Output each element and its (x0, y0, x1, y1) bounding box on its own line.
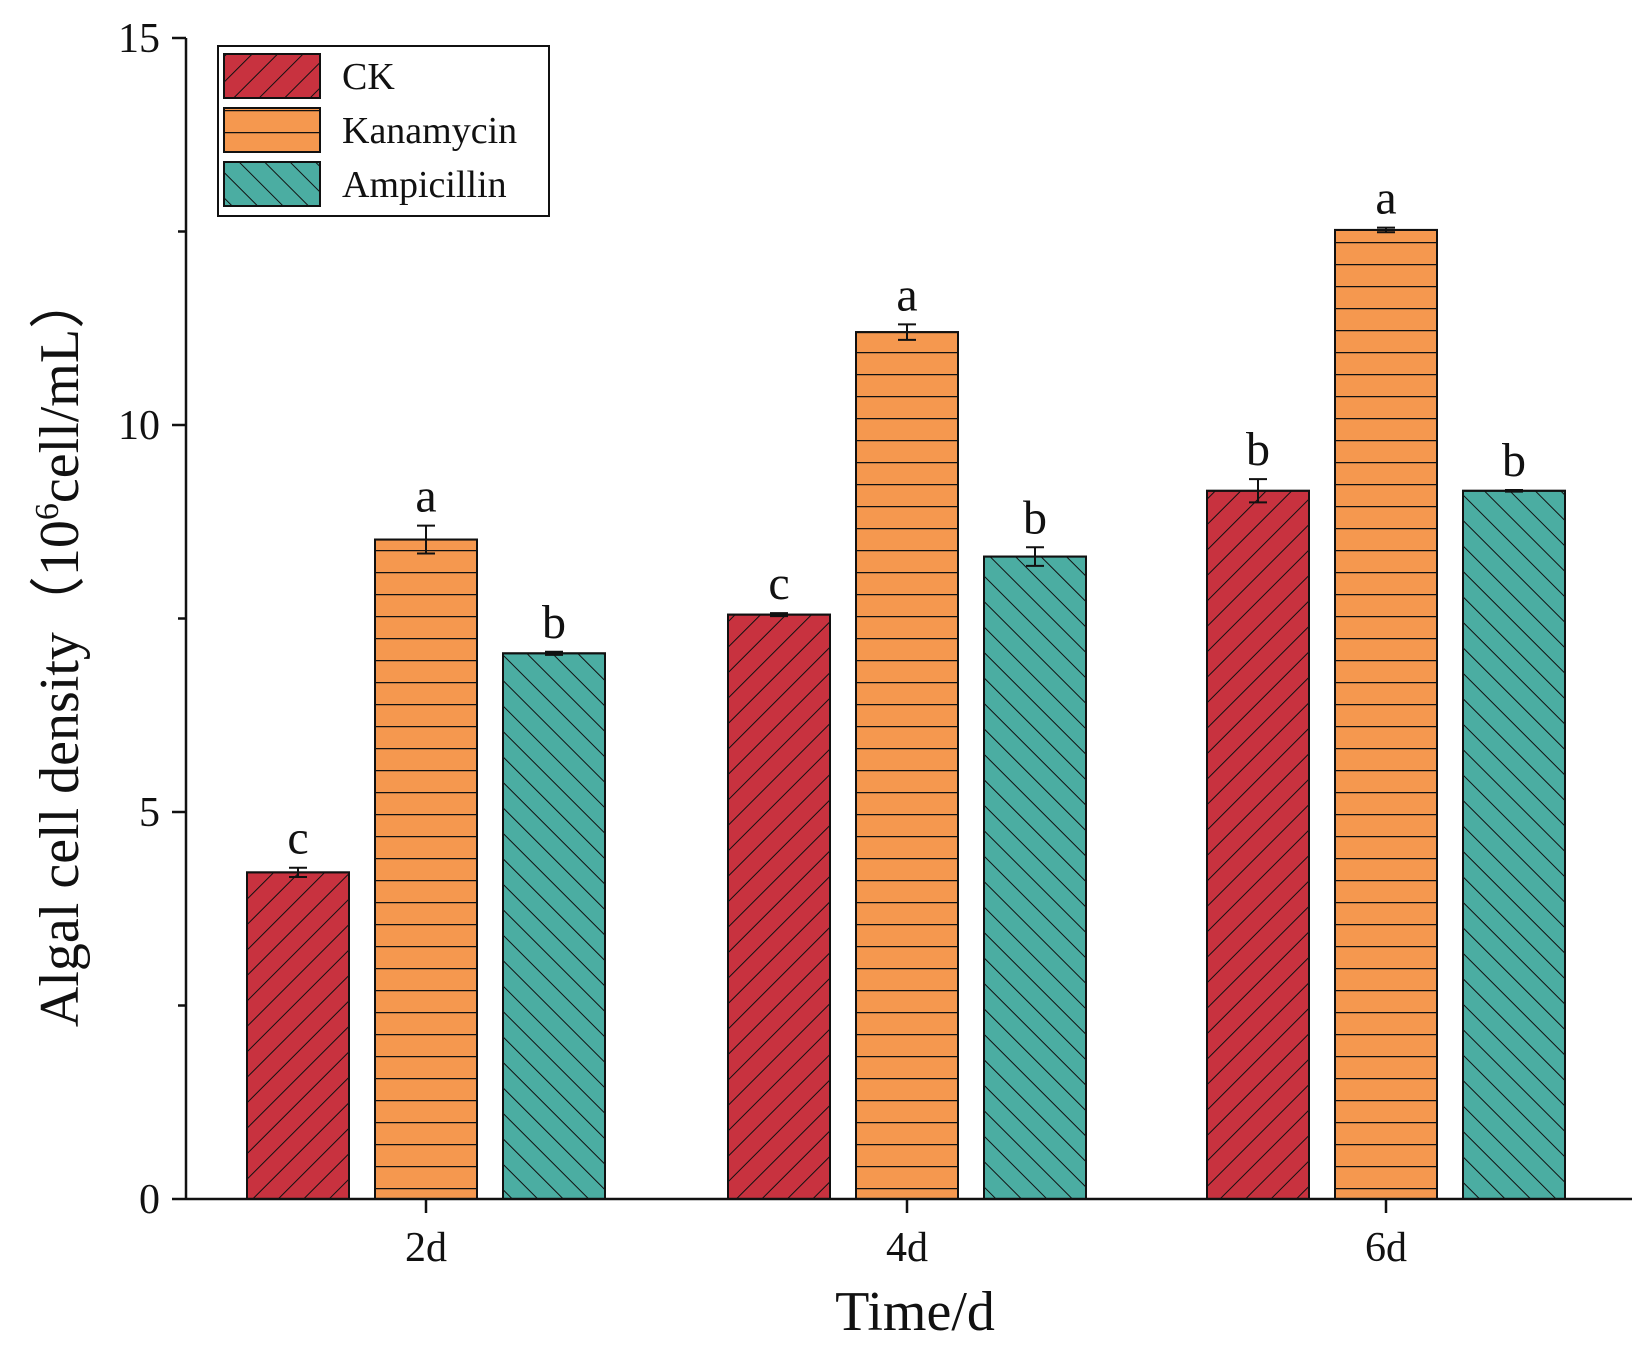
y-tick-label-0: 0 (139, 1177, 160, 1223)
x-tick-label-6d: 6d (1365, 1225, 1407, 1271)
significance-letter-ampicillin-2d: b (542, 596, 566, 649)
y-axis-title-main: Algal cell density（ (29, 576, 91, 1027)
bar-series-group (246, 228, 1566, 1201)
significance-letter-ampicillin-4d: b (1023, 491, 1047, 544)
x-tick-label-2d: 2d (405, 1225, 447, 1271)
legend-label-ampicillin: Ampicillin (342, 164, 507, 206)
error-bar-group (289, 226, 1523, 879)
legend-swatch-hatch-ampicillin (223, 161, 321, 207)
y-axis-title-exponent: 6 (29, 503, 66, 520)
significance-letter-ck-6d: b (1246, 423, 1270, 476)
y-tick-label-10: 10 (118, 403, 160, 449)
bar-hatch-ck-2d (246, 871, 350, 1200)
bar-hatch-ck-6d (1206, 489, 1310, 1201)
y-axis-title: Algal cell density（106cell/mL） (29, 273, 91, 1027)
y-axis-ticks: 0 5 10 15 (118, 16, 186, 1223)
bar-hatch-ampicillin-6d (1462, 489, 1566, 1201)
y-axis-title-base: 10 (29, 520, 91, 576)
bar-hatch-kanamycin-2d (374, 538, 478, 1200)
legend-swatch-hatch-kanamycin (223, 107, 321, 153)
x-axis-ticks: 2d 4d 6d (405, 1199, 1407, 1271)
significance-letter-ampicillin-6d: b (1502, 434, 1526, 487)
significance-letter-ck-4d: c (768, 557, 789, 610)
bar-hatch-ampicillin-4d (983, 555, 1087, 1200)
bar-hatch-ampicillin-2d (502, 652, 606, 1200)
legend-label-ck: CK (342, 56, 395, 98)
bar-hatch-kanamycin-4d (855, 331, 959, 1200)
y-tick-label-15: 15 (118, 16, 160, 62)
bar-hatch-ck-4d (727, 613, 831, 1200)
significance-letter-kanamycin-4d: a (896, 268, 917, 321)
legend-label-kanamycin: Kanamycin (342, 110, 517, 152)
significance-letter-group: c a b c a b b a b (287, 172, 1526, 865)
y-axis-title-unit: cell/mL） (29, 273, 91, 503)
bar-hatch-kanamycin-6d (1334, 228, 1438, 1200)
x-axis-title: Time/d (835, 1281, 995, 1343)
significance-letter-kanamycin-2d: a (415, 470, 436, 523)
legend-swatch-hatch-ck (223, 53, 321, 99)
x-tick-label-4d: 4d (886, 1225, 928, 1271)
significance-letter-ck-2d: c (287, 812, 308, 865)
significance-letter-kanamycin-6d: a (1375, 172, 1396, 225)
y-tick-label-5: 5 (139, 790, 160, 836)
legend: CK Kanamycin Ampicillin (217, 45, 550, 217)
